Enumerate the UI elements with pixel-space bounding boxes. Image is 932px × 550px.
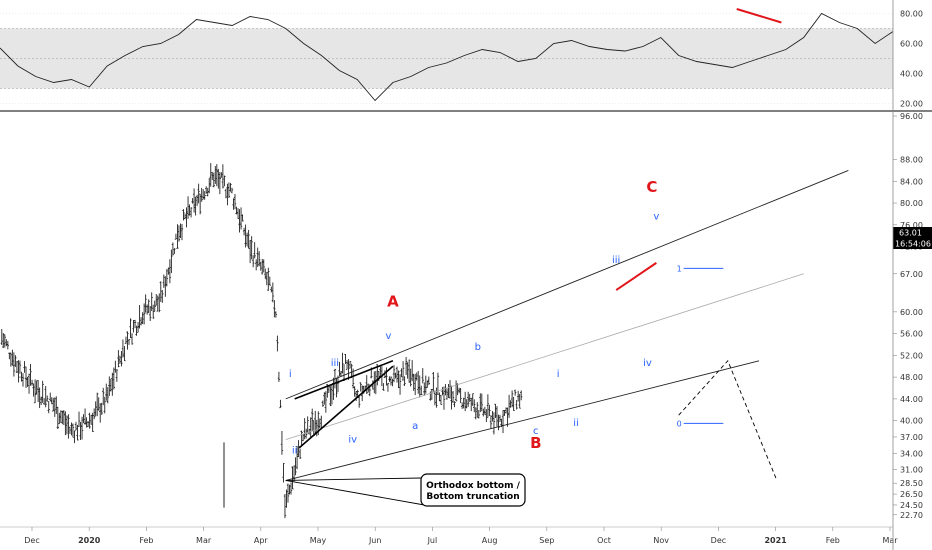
rsi-tick-label: 40.00 <box>900 70 923 79</box>
rsi-pane[interactable]: 20.00 40.00 60.00 80.00 <box>0 8 923 109</box>
price-tick-label: 52.00 <box>900 351 923 360</box>
last-price-label: 63.01 <box>899 229 922 238</box>
rsi-tick-label: 20.00 <box>900 100 923 109</box>
wave-label: C <box>646 178 657 196</box>
price-tick-label: 88.00 <box>900 156 923 165</box>
time-tick-label: Oct <box>597 536 611 545</box>
rsi-tick-label: 60.00 <box>900 40 923 49</box>
wave-label: a <box>412 421 418 432</box>
wedge-upper-line <box>294 360 394 400</box>
price-tick-label: 40.00 <box>900 417 923 426</box>
time-tick-label: Dec <box>711 536 726 545</box>
price-bars <box>0 163 523 519</box>
time-tick-label: Jun <box>368 536 382 545</box>
last-price-tag <box>893 227 932 238</box>
time-tick-label: Feb <box>139 536 153 545</box>
annotation-box <box>420 473 526 507</box>
wedge-lower-line <box>298 365 394 449</box>
wave-label: i <box>557 369 560 380</box>
wave-label: v <box>385 331 391 342</box>
wave-label: ii <box>292 445 298 456</box>
channel-lower-line <box>285 360 760 481</box>
time-tick-label: Mar <box>196 536 212 545</box>
time-tick-label: 2020 <box>78 536 101 545</box>
price-tick-label: 60.00 <box>900 308 923 317</box>
projection-path <box>678 359 778 481</box>
wave-label: iii <box>612 255 620 266</box>
time-tick-label: Nov <box>653 536 669 545</box>
price-tick-label: 24.50 <box>900 501 923 510</box>
time-tick-label: Feb <box>826 536 840 545</box>
price-tick-label: 96.00 <box>900 112 923 121</box>
time-tick-label: Mar <box>882 536 898 545</box>
red-trendline <box>615 262 657 291</box>
wave-label: i <box>289 369 292 380</box>
annotation-text-line-2: Bottom truncation <box>426 492 519 502</box>
drawings: 10 <box>285 169 849 507</box>
wave-label: c <box>533 426 539 437</box>
time-tick-label: Apr <box>254 536 269 545</box>
annotation-callout[interactable]: Orthodox bottom / Bottom truncation <box>420 473 526 507</box>
price-tick-label: 67.00 <box>900 270 923 279</box>
rsi-divergence-line <box>736 8 782 24</box>
countdown-label: 16:54:06 <box>895 240 931 249</box>
price-tick-label: 84.00 <box>900 177 923 186</box>
wave-label: iv <box>348 434 357 445</box>
wave-label: b <box>475 342 481 353</box>
wave-label: ii <box>573 418 579 429</box>
price-tick-label: 76.00 <box>900 221 923 230</box>
wave-label: B <box>530 434 541 452</box>
wave-label: A <box>387 292 399 310</box>
price-tick-label: 80.00 <box>900 199 923 208</box>
price-tick-label: 34.00 <box>900 449 923 458</box>
price-tick-label: 48.00 <box>900 373 923 382</box>
rsi-y-axis: 20.00 40.00 60.00 80.00 <box>900 10 923 109</box>
wave-label: v <box>653 211 659 222</box>
price-tags: 63.01 16:54:06 <box>893 227 932 249</box>
price-tick-label: 26.50 <box>900 490 923 499</box>
price-tick-label: 44.00 <box>900 395 923 404</box>
time-tick-label: 2021 <box>764 536 787 545</box>
annotation-pointer <box>285 480 431 507</box>
price-tick-label: 37.00 <box>900 433 923 442</box>
time-tick-label: Dec <box>24 536 39 545</box>
channel-mid-line <box>285 273 804 441</box>
time-axis[interactable]: Dec 2020 Feb Mar Apr May Jun Jul Aug Sep Oct Nov Dec… <box>0 526 898 545</box>
price-tick-label: 31.00 <box>900 466 923 475</box>
fib-level-label: 1 <box>677 264 682 273</box>
annotation-text-line-1: Orthodox bottom / <box>426 481 520 491</box>
rsi-line <box>0 12 894 102</box>
fib-level-label: 0 <box>677 419 682 428</box>
countdown-tag <box>893 238 932 249</box>
annotation-pointer <box>285 477 422 481</box>
price-tick-label: 56.00 <box>900 330 923 339</box>
channel-upper-line <box>285 169 849 400</box>
time-tick-label: Jul <box>427 536 438 545</box>
price-tick-label: 22.70 <box>900 511 923 520</box>
time-tick-label: Sep <box>539 536 554 545</box>
price-tick-label: 28.50 <box>900 479 923 488</box>
rsi-tick-label: 80.00 <box>900 10 923 19</box>
wave-label: iv <box>643 358 652 369</box>
rsi-gridlines <box>0 13 893 104</box>
time-tick-label: Aug <box>482 536 498 545</box>
wave-label: iii <box>331 358 339 369</box>
time-tick-label: May <box>310 536 327 545</box>
